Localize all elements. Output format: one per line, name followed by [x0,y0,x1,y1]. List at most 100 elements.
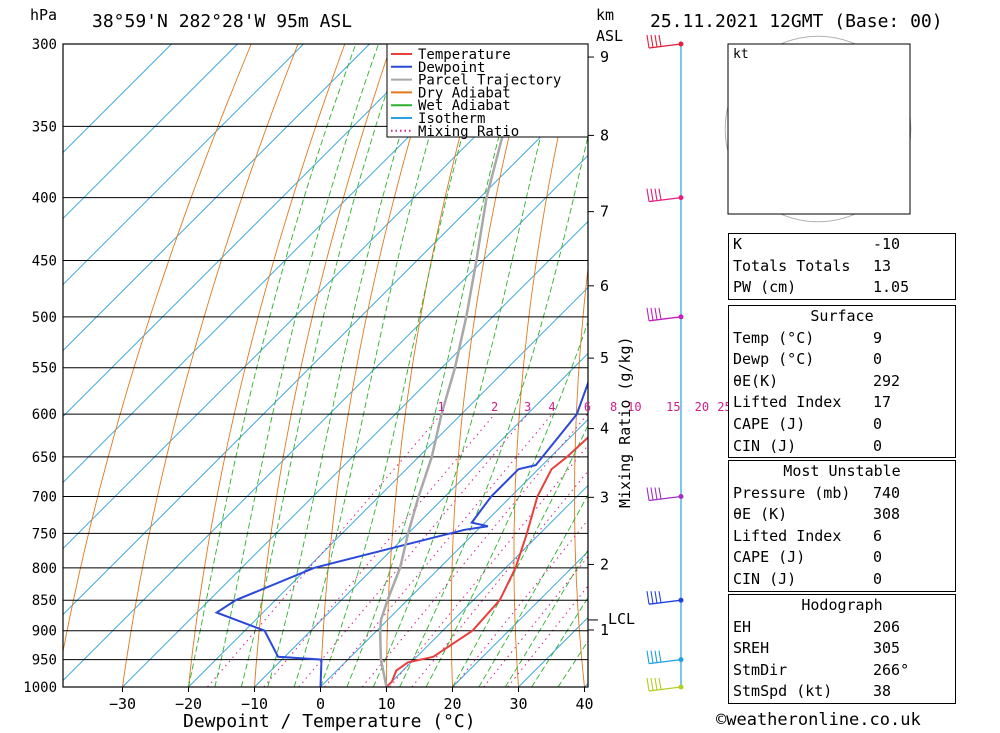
wind-barb [646,34,682,49]
row-label: SREH [733,639,770,658]
hodograph-frame [727,43,911,215]
wind-barb-flag [650,487,654,501]
pressure-tick-label: 600 [32,407,57,423]
pressure-tick-label: 850 [32,593,57,609]
wind-barb-flag [650,650,654,664]
isotherm-line [63,154,588,682]
wet-adiabat-line [267,44,429,687]
mixing-ratio-label: 8 [610,400,617,414]
profile-lines [214,44,588,687]
table-row: SREH 305 [729,638,955,660]
row-label: CIN (J) [733,569,797,588]
pressure-tick-label: 750 [32,526,57,542]
table-row: EH 206 [729,617,955,639]
pressure-tick-label: 300 [32,37,57,53]
location-title: 38°59'N 282°28'W 95m ASL [92,11,352,32]
wind-barb-flag [646,188,650,202]
legend-label: Isotherm [418,111,485,127]
wind-barb-flag [650,591,654,604]
height-tick-label: 5 [600,349,609,367]
dewpoint-line [214,380,588,687]
index-label: Totals Totals [733,256,851,275]
dry-adiabat-line [320,44,439,687]
hodograph-unit: kt [733,47,749,62]
row-label: Temp (°C) [733,328,815,347]
mixing-ratio-line [263,413,495,687]
km-unit: km [596,6,614,24]
wind-barb-flag [650,34,654,48]
row-value: 0 [873,436,883,455]
pressure-tick-label: 500 [32,310,57,326]
row-value: 9 [873,328,883,347]
row-value: 305 [873,639,901,658]
height-tick-label: 9 [600,48,609,66]
wind-barb [646,487,682,502]
axes: 3003504004505005506006507007508008509009… [23,37,609,713]
wind-barb [646,650,682,665]
wind-barb-flag [658,188,662,201]
wind-barb-flag [658,650,662,663]
wind-barb-flag [654,650,658,663]
mixing-ratio-label: 20 [695,400,709,414]
table-row: Lifted Index 17 [729,392,955,414]
pressure-tick-label: 1000 [23,680,57,696]
index-value: -10 [873,235,901,253]
wind-barb-flag [646,487,650,501]
wet-adiabat-line [188,44,357,687]
index-label: K [733,235,743,253]
indices-table: K -10 Totals Totals 13 PW (cm) 1.05 [728,233,956,300]
row-label: Lifted Index [733,393,842,412]
legend-label: Mixing Ratio [418,124,519,140]
wind-barb-flag [658,591,662,603]
wind-barb-flag [646,677,650,692]
table-row: θE (K) 308 [729,504,955,526]
isotherm-line [254,352,588,687]
mixing-ratio-line [389,444,588,687]
mixing-ratio-label: 1 [438,400,445,414]
wet-adiabat-line [214,44,379,687]
wind-barb-shaft [648,599,682,605]
wind-barb-shaft [648,316,682,322]
legend-label: Temperature [418,47,511,63]
row-value: 38 [873,682,892,701]
pressure-tick-label: 700 [32,490,57,506]
plot-frame [62,43,589,688]
table-row: Temp (°C) 9 [729,328,955,350]
hodograph-table: Hodograph EH 206 SREH 305 StmDir 266° StmSpd (… [728,594,956,704]
height-tick-label: 7 [600,203,609,221]
mixing-ratio-line [411,470,588,687]
table-row: Pressure (mb) 740 [729,483,955,505]
pressure-tick-label: 400 [32,191,57,207]
row-label: StmDir [733,660,788,679]
mixing-ratio-axis-label: Mixing Ratio (g/kg) [616,336,634,508]
row-label: θE (K) [733,505,788,524]
wind-barb-flag [658,487,662,500]
dry-adiabat-line [188,44,346,687]
dry-adiabat-line [63,44,252,655]
pressure-tick-label: 450 [32,254,57,270]
datetime-title: 25.11.2021 12GMT (Base: 00) [650,11,943,32]
table-row: StmDir 266° [729,660,955,682]
legend-label: Dry Adiabat [418,85,511,101]
mixing-ratio-labels: 1 2 3 4 6 8 10 15 20 25 [438,400,732,414]
wind-barb-column [646,34,684,692]
mixing-ratio-line [324,413,553,687]
table-row: Lifted Index 6 [729,526,955,548]
row-value: 0 [873,569,883,588]
height-tick-label: 1 [600,621,609,639]
pressure-tick-label: 650 [32,450,57,466]
index-label: PW (cm) [733,278,797,297]
row-label: CAPE (J) [733,414,806,433]
wind-barb-flag [650,188,654,202]
isotherm-line [63,44,502,484]
isotherm-line [63,44,304,286]
table-row: θE(K) 292 [729,371,955,393]
wind-barb-shaft [648,686,682,692]
isotherm-line [63,44,238,220]
table-row: CIN (J) 0 [729,436,955,458]
index-value: 1.05 [873,278,910,297]
wind-barb [646,591,682,605]
row-value: 6 [873,526,883,545]
dry-adiabat-line [633,44,672,687]
x-axis-label: Dewpoint / Temperature (°C) [183,711,476,732]
